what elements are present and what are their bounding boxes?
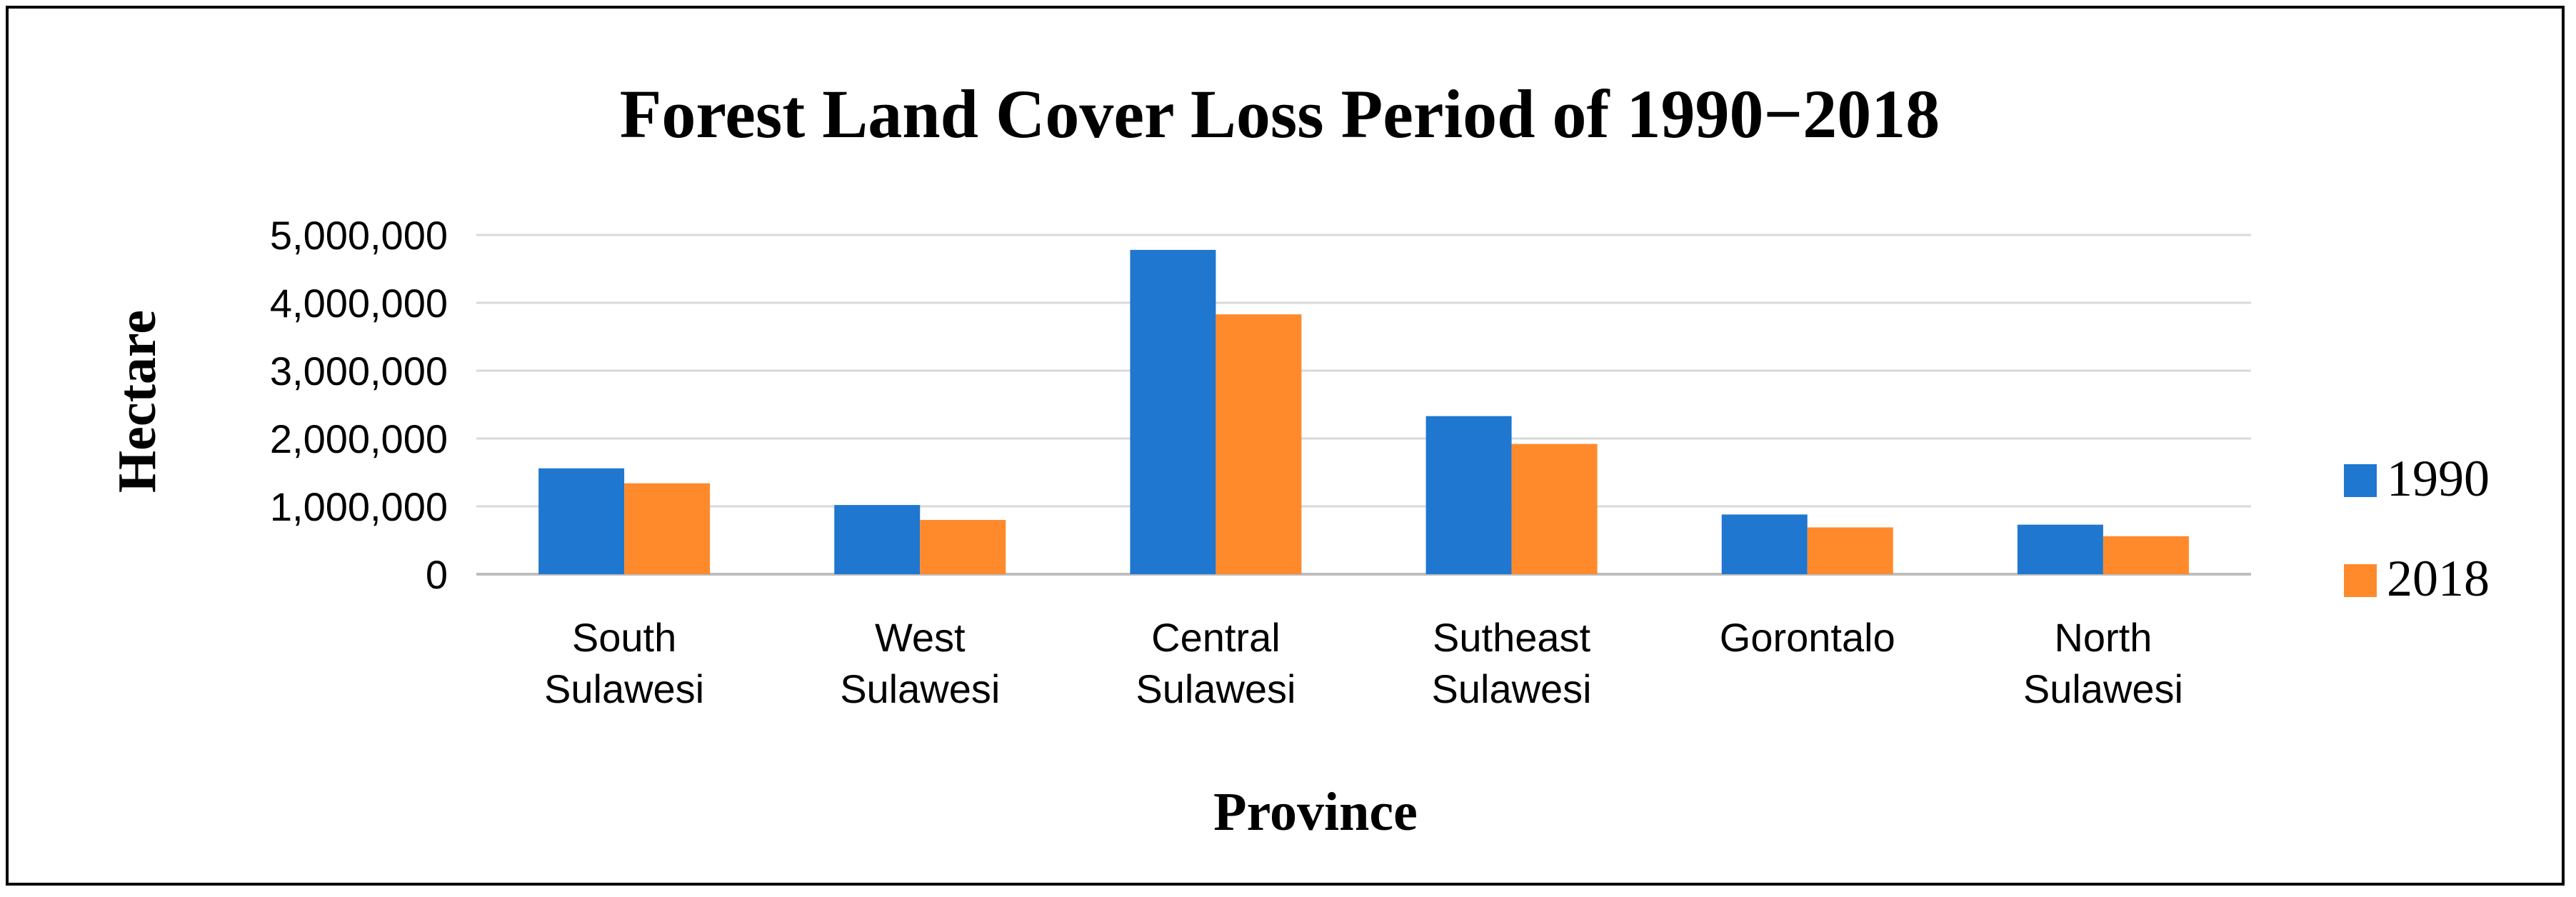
bar-1990 xyxy=(1130,249,1216,574)
x-tick-label: Gorontalo xyxy=(1720,615,1895,660)
y-tick-label: 2,000,000 xyxy=(270,416,448,461)
legend-label-1990: 1990 xyxy=(2387,450,2490,507)
x-tick-label: Sulawesi xyxy=(544,666,704,711)
y-tick-labels: 0 1,000,000 2,000,000 3,000,000 4,000,000 5,0… xyxy=(270,213,448,597)
x-tick-labels: South Sulawesi West Sulawesi Central Sulawesi… xyxy=(544,615,2183,711)
y-tick-label: 4,000,000 xyxy=(270,281,448,326)
bar-2018 xyxy=(624,483,711,574)
x-tick-label: Sutheast xyxy=(1433,615,1590,660)
x-tick-label: Central xyxy=(1151,615,1281,660)
y-axis-label: Hectare xyxy=(107,310,167,493)
bars xyxy=(538,249,2189,574)
bar-2018 xyxy=(1216,314,1302,574)
chart-title: Forest Land Cover Loss Period of 1990−20… xyxy=(620,76,1940,152)
y-tick-label: 5,000,000 xyxy=(270,213,448,258)
bar-1990 xyxy=(2017,524,2103,574)
legend: 1990 2018 xyxy=(2344,450,2490,607)
x-tick-label: South xyxy=(572,615,676,660)
bar-2018 xyxy=(920,520,1006,574)
y-tick-label: 0 xyxy=(426,552,448,597)
x-tick-label: West xyxy=(875,615,966,660)
x-axis-label: Province xyxy=(1213,782,1418,842)
x-tick-label: Sulawesi xyxy=(1136,666,1295,711)
y-tick-label: 3,000,000 xyxy=(270,349,448,394)
bar-chart: Forest Land Cover Loss Period of 1990−20… xyxy=(107,76,2490,842)
gridlines xyxy=(476,234,2251,576)
x-tick-label: Sulawesi xyxy=(2023,666,2183,711)
bar-1990 xyxy=(1721,514,1808,574)
chart-frame: Forest Land Cover Loss Period of 1990−20… xyxy=(6,6,2565,886)
bar-2018 xyxy=(2103,536,2189,574)
bar-1990 xyxy=(1425,416,1512,574)
x-tick-label: Sulawesi xyxy=(1432,666,1592,711)
bar-1990 xyxy=(834,505,921,574)
x-tick-label: North xyxy=(2054,615,2152,660)
x-tick-label: Sulawesi xyxy=(840,666,1000,711)
legend-swatch-1990 xyxy=(2344,464,2377,497)
legend-label-2018: 2018 xyxy=(2387,550,2490,607)
legend-swatch-2018 xyxy=(2344,564,2377,597)
bar-1990 xyxy=(538,468,625,574)
y-tick-label: 1,000,000 xyxy=(270,484,448,529)
bar-2018 xyxy=(1511,444,1598,574)
bar-2018 xyxy=(1807,527,1893,574)
